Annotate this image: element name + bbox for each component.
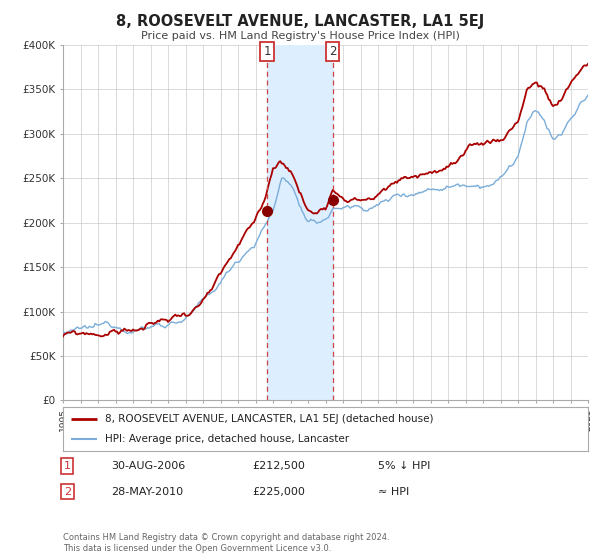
Text: 30-AUG-2006: 30-AUG-2006 [111,461,185,471]
Text: ≈ HPI: ≈ HPI [378,487,409,497]
Text: Price paid vs. HM Land Registry's House Price Index (HPI): Price paid vs. HM Land Registry's House … [140,31,460,41]
Text: £212,500: £212,500 [252,461,305,471]
Text: 2: 2 [329,45,337,58]
Text: 1: 1 [64,461,71,471]
Text: 8, ROOSEVELT AVENUE, LANCASTER, LA1 5EJ: 8, ROOSEVELT AVENUE, LANCASTER, LA1 5EJ [116,14,484,29]
Text: Contains HM Land Registry data © Crown copyright and database right 2024.: Contains HM Land Registry data © Crown c… [63,533,389,542]
Text: 2: 2 [64,487,71,497]
Text: 8, ROOSEVELT AVENUE, LANCASTER, LA1 5EJ (detached house): 8, ROOSEVELT AVENUE, LANCASTER, LA1 5EJ … [105,414,433,424]
Text: 28-MAY-2010: 28-MAY-2010 [111,487,183,497]
Text: 1: 1 [263,45,271,58]
Text: HPI: Average price, detached house, Lancaster: HPI: Average price, detached house, Lanc… [105,434,349,444]
Text: This data is licensed under the Open Government Licence v3.0.: This data is licensed under the Open Gov… [63,544,331,553]
Text: 5% ↓ HPI: 5% ↓ HPI [378,461,430,471]
Text: £225,000: £225,000 [252,487,305,497]
Bar [267,45,332,400]
